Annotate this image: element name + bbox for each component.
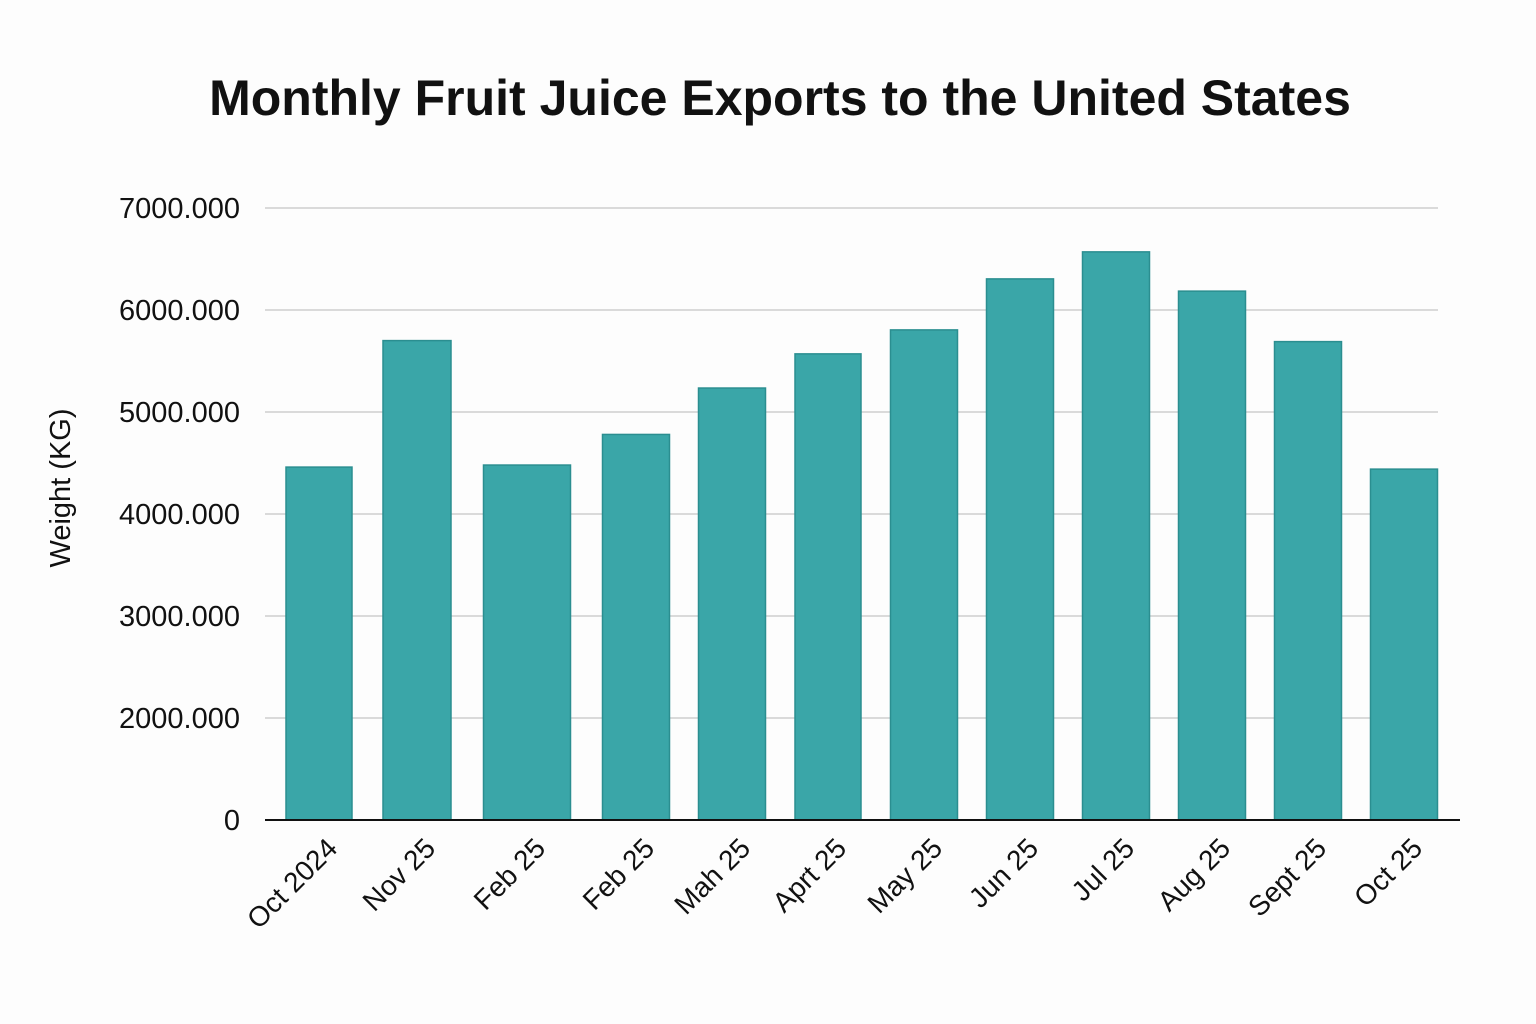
y-tick-label: 4000.000: [119, 499, 240, 531]
x-tick-label: Aug 25: [1152, 832, 1237, 917]
x-tick-label: Mah 25: [668, 832, 756, 920]
bar: [889, 329, 959, 821]
x-tick-label: May 25: [861, 832, 948, 919]
x-tick-label: Jun 25: [963, 832, 1044, 913]
y-tick-label: 7000.000: [119, 193, 240, 225]
bar: [697, 387, 767, 821]
chart-title: Monthly Fruit Juice Exports to the Unite…: [209, 70, 1351, 126]
x-tick-label: Jul 25: [1065, 832, 1140, 907]
y-axis-label: Weight (KG): [45, 408, 77, 567]
bar: [482, 464, 572, 821]
x-tick-label: Nov 25: [357, 832, 442, 917]
bar: [985, 278, 1055, 821]
bar: [601, 433, 671, 821]
x-tick-label: Feb 25: [468, 832, 552, 916]
x-tick-label: Oct 2024: [241, 832, 343, 934]
y-tick-label: 6000.000: [119, 295, 240, 327]
bar: [382, 339, 452, 821]
y-tick-label: 5000.000: [119, 397, 240, 429]
x-tick-label: Feb 25: [577, 832, 661, 916]
y-tick-label: 2000.000: [119, 703, 240, 735]
bar: [1081, 251, 1151, 821]
x-tick-label: Aprt 25: [766, 832, 852, 918]
bar: [285, 466, 353, 821]
y-tick-label: 0: [224, 805, 240, 837]
y-tick-label: 3000.000: [119, 601, 240, 633]
x-tick-label: Oct 25: [1348, 832, 1428, 912]
bar: [1177, 290, 1247, 821]
bar: [1273, 340, 1343, 821]
bar: [1369, 468, 1439, 821]
x-tick-label: Sept 25: [1242, 832, 1332, 922]
bar: [794, 353, 862, 821]
